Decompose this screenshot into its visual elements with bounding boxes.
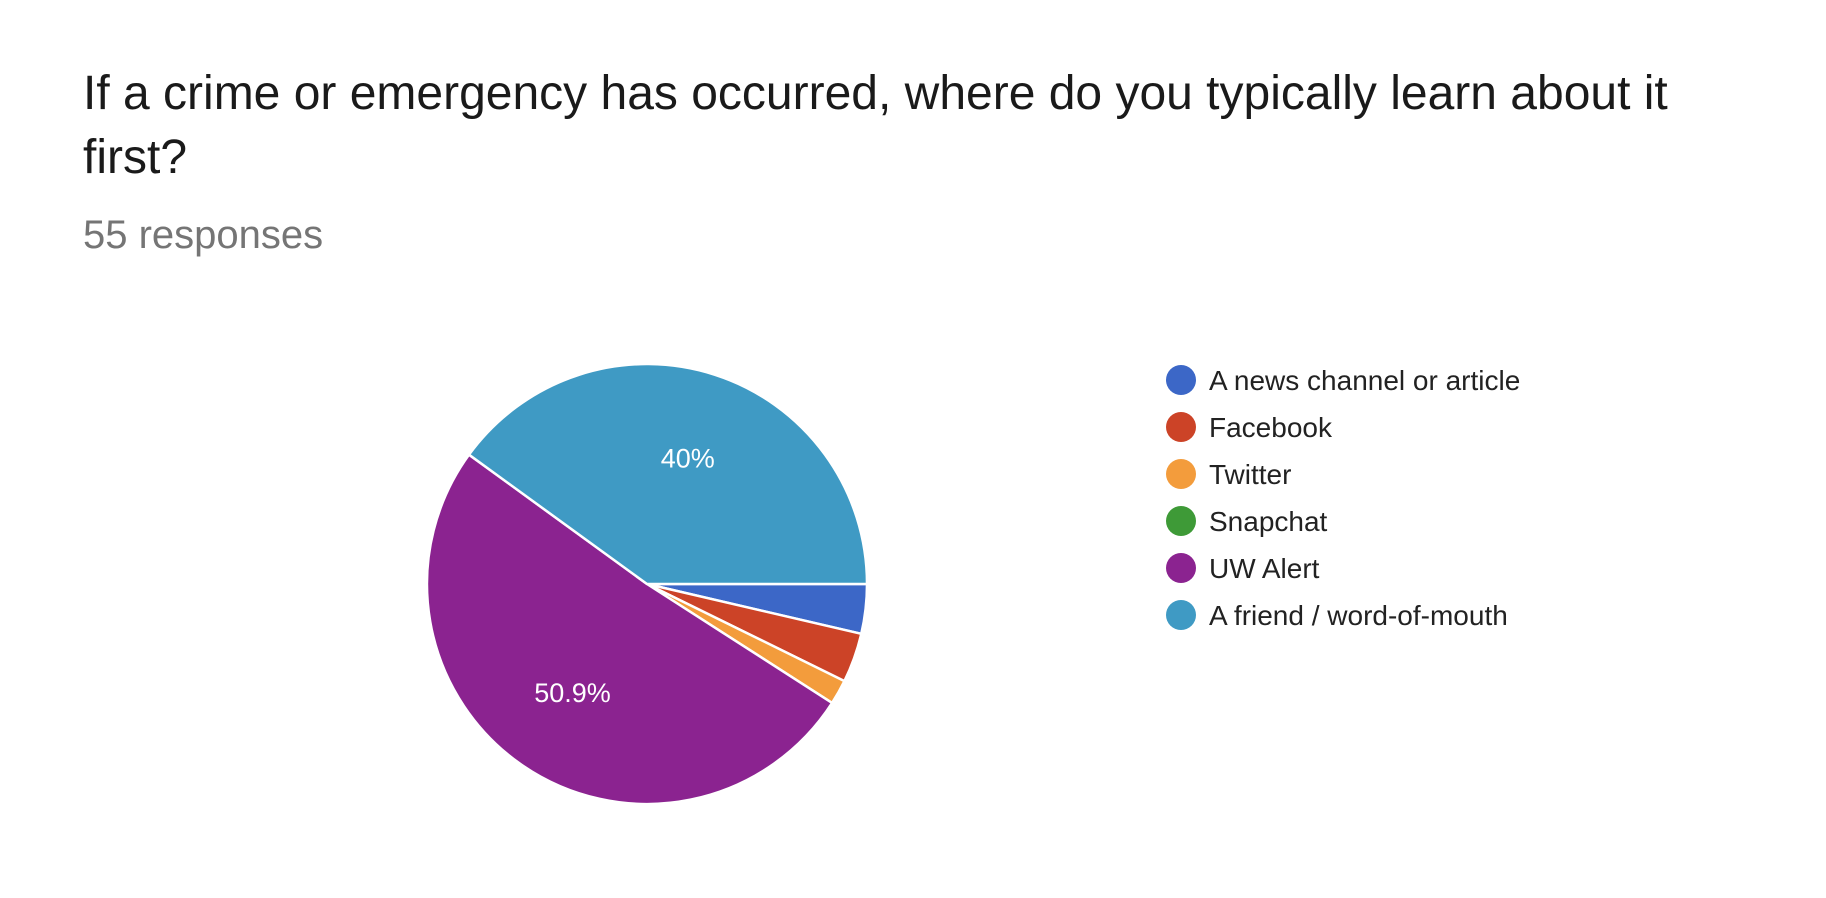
legend-label-snapchat: Snapchat — [1209, 506, 1328, 537]
legend-swatch-a-friend-word-of-mouth — [1166, 600, 1196, 630]
pie-slice-uw-alert — [425, 453, 834, 806]
legend-label-a-friend-word-of-mouth: A friend / word-of-mouth — [1209, 600, 1508, 631]
legend-swatch-uw-alert — [1166, 553, 1196, 583]
pie-slices — [425, 362, 869, 806]
pie-slice-labels: 50.9% 40% — [534, 444, 715, 709]
legend-swatch-twitter — [1166, 459, 1196, 489]
legend-swatch-snapchat — [1166, 506, 1196, 536]
legend-label-a-news-channel-or-article: A news channel or article — [1209, 365, 1520, 396]
legend-label-facebook: Facebook — [1209, 412, 1333, 443]
legend-label-uw-alert: UW Alert — [1209, 553, 1320, 584]
slice-label-a-friend-word-of-mouth: 40% — [661, 444, 715, 474]
legend-label-twitter: Twitter — [1209, 459, 1291, 490]
question-title: If a crime or emergency has occurred, wh… — [83, 67, 1668, 184]
legend-swatch-facebook — [1166, 412, 1196, 442]
pie-slice-a-friend-word-of-mouth — [467, 362, 869, 586]
legend: A news channel or article Facebook Twitter… — [1166, 365, 1520, 631]
legend-swatch-a-news-channel-or-article — [1166, 365, 1196, 395]
response-count: 55 responses — [83, 213, 324, 257]
slice-label-uw-alert: 50.9% — [534, 678, 611, 708]
